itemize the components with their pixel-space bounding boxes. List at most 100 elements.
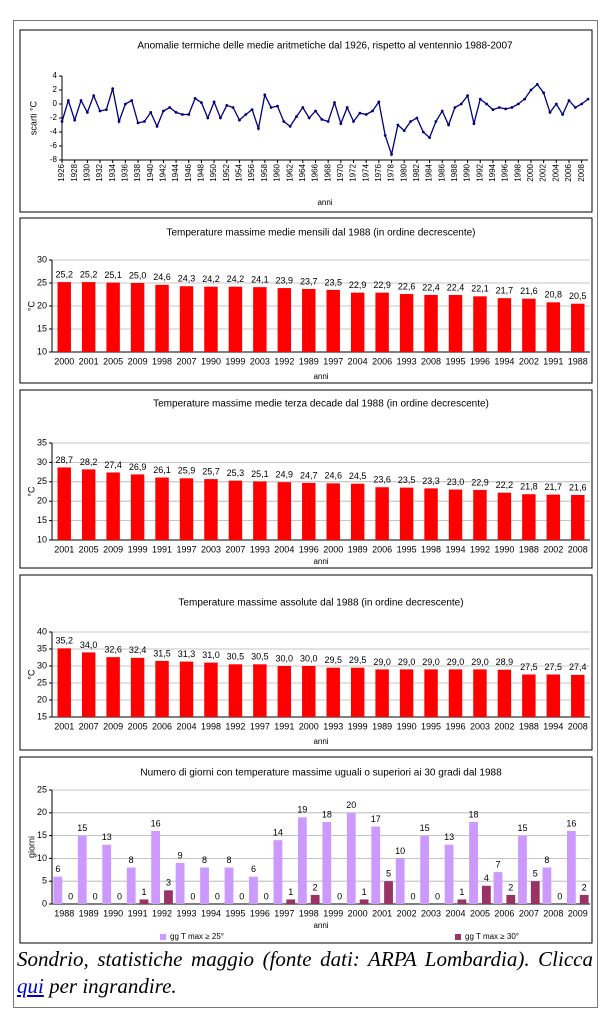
x-tick-label: 2001 <box>79 356 99 366</box>
bar <box>518 835 527 904</box>
bar <box>57 282 71 352</box>
value-label: 30,5 <box>251 652 269 662</box>
x-tick-label: 1994 <box>201 908 221 918</box>
x-tick-label: 1976 <box>374 163 383 181</box>
x-axis-label: anni <box>313 921 328 930</box>
y-axis-label: giorni <box>26 836 36 858</box>
point <box>377 100 381 104</box>
x-tick-label: 2009 <box>103 721 123 731</box>
x-tick-label: 1958 <box>260 163 269 181</box>
x-tick-label: 1966 <box>311 163 320 181</box>
bar <box>326 483 340 540</box>
x-axis-label: anni <box>317 198 332 207</box>
x-tick-label: 2006 <box>372 544 392 554</box>
x-tick-label: 1948 <box>197 163 206 181</box>
bar <box>77 835 87 904</box>
x-tick-label: 1996 <box>250 908 270 918</box>
x-tick-label: 1993 <box>397 356 417 366</box>
point <box>276 104 279 108</box>
value-label: 8 <box>226 855 231 865</box>
bar <box>228 664 243 717</box>
x-axis-label: anni <box>313 372 328 381</box>
caption-link[interactable]: qui <box>17 974 44 998</box>
legend-swatch <box>455 934 461 940</box>
x-tick-label: 2006 <box>494 908 514 918</box>
x-tick-label: 2003 <box>250 356 270 366</box>
x-tick-label: 2003 <box>201 544 221 554</box>
bar <box>448 669 463 717</box>
x-tick-label: 1936 <box>120 163 129 181</box>
bar <box>155 477 169 540</box>
point <box>263 93 267 97</box>
x-tick-label: 1988 <box>450 163 459 181</box>
x-tick-label: 1989 <box>299 356 319 366</box>
value-label: 28,7 <box>55 455 73 465</box>
point <box>73 118 77 122</box>
bar <box>457 899 467 904</box>
bar <box>350 483 365 540</box>
value-label: 24,6 <box>153 272 171 282</box>
point <box>561 113 565 116</box>
x-tick-label: 1992 <box>475 163 484 181</box>
x-tick-label: 2004 <box>274 544 294 554</box>
y-axis-label: °C <box>26 300 36 311</box>
x-tick-label: 1964 <box>298 163 307 181</box>
point <box>466 94 469 97</box>
x-tick-label: 1994 <box>445 544 465 554</box>
point <box>434 120 438 123</box>
caption: Sondrio, statistiche maggio (fonte dati:… <box>17 946 593 1000</box>
bar <box>424 488 438 540</box>
bar <box>481 885 491 904</box>
point <box>586 97 590 101</box>
x-tick-label: 1999 <box>225 356 245 366</box>
x-tick-label: 1998 <box>421 544 441 554</box>
bar <box>302 666 316 717</box>
value-label: 23,3 <box>422 476 440 486</box>
point <box>212 100 216 104</box>
legend-label: gg T max ≥ 25° <box>170 932 224 941</box>
value-label: 13 <box>444 832 454 842</box>
point <box>85 111 89 114</box>
y-tick-label: 10 <box>37 346 47 356</box>
value-label: 29,0 <box>373 657 391 667</box>
bar <box>346 812 356 904</box>
bar <box>571 303 585 352</box>
point <box>491 108 495 111</box>
x-tick-label: 2004 <box>348 356 368 366</box>
value-label: 29,0 <box>471 657 489 667</box>
bar <box>277 482 292 540</box>
x-tick-label: 1997 <box>250 721 270 731</box>
value-label: 29,5 <box>349 655 367 665</box>
value-label: 23,0 <box>447 477 465 487</box>
x-tick-label: 1995 <box>397 544 417 554</box>
y-tick-label: 25 <box>37 476 47 486</box>
bar <box>273 840 283 904</box>
x-tick-label: 2002 <box>397 908 417 918</box>
x-tick-label: 2009 <box>568 908 588 918</box>
value-label: 18 <box>469 809 479 819</box>
value-label: 24,6 <box>324 471 342 481</box>
point <box>409 120 412 123</box>
x-tick-label: 1940 <box>146 163 155 181</box>
y-tick-label: 30 <box>37 254 47 264</box>
value-label: 21,7 <box>496 286 514 296</box>
y-tick-label: 30 <box>37 457 47 467</box>
x-tick-label: 1942 <box>159 163 168 181</box>
point <box>548 111 552 114</box>
point <box>371 109 374 113</box>
x-tick-label: 1946 <box>184 163 193 181</box>
x-tick-label: 1990 <box>201 356 221 366</box>
bar <box>506 894 516 904</box>
y-tick-label: 4 <box>53 71 58 80</box>
x-tick-label: 1996 <box>501 163 510 181</box>
y-tick-label: 20 <box>37 807 47 817</box>
value-label: 0 <box>264 891 269 901</box>
value-label: 27,5 <box>520 662 538 672</box>
point <box>225 104 229 107</box>
y-tick-label: 0 <box>53 99 58 108</box>
value-label: 5 <box>533 869 538 879</box>
x-tick-label: 1986 <box>437 163 446 181</box>
x-tick-label: 1968 <box>323 163 332 181</box>
value-label: 28,9 <box>496 657 514 667</box>
x-tick-label: 1938 <box>133 163 142 181</box>
